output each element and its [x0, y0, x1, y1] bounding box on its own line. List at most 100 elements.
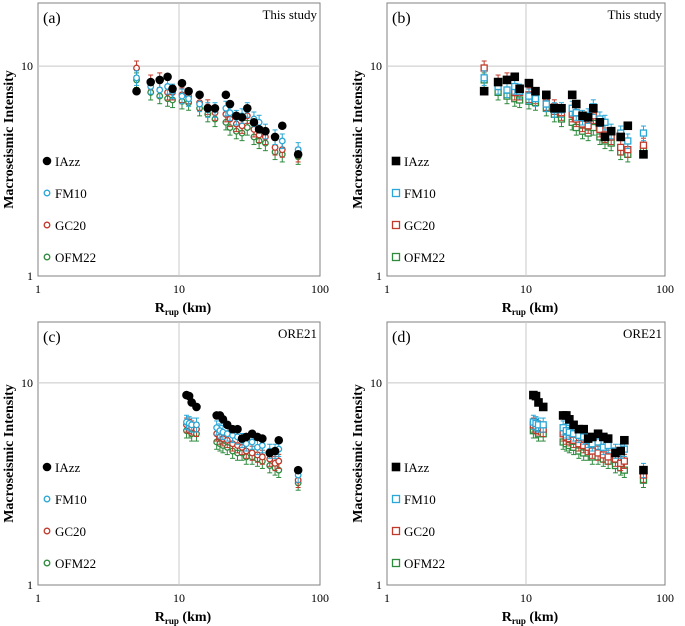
y-tick-label: 10	[21, 376, 33, 390]
y-tick-label: 1	[376, 578, 382, 592]
x-axis-title-main: R	[502, 301, 513, 316]
data-point	[578, 111, 587, 121]
data-point	[569, 420, 578, 430]
data-point	[620, 435, 629, 445]
legend-label: IAzz	[404, 460, 429, 475]
data-point	[539, 421, 547, 429]
panel-label: (a)	[43, 10, 61, 27]
data-point	[557, 103, 566, 113]
x-axis-title-unit: (km)	[526, 610, 559, 625]
data-point	[192, 402, 201, 412]
y-tick-label: 10	[21, 59, 33, 73]
legend-label: GC20	[55, 524, 86, 539]
legend-marker	[391, 526, 401, 536]
legend-label: OFM22	[404, 250, 445, 265]
x-tick-label: 10	[520, 591, 532, 605]
x-axis-title-main: R	[155, 610, 166, 625]
data-point	[196, 100, 204, 108]
data-point	[221, 90, 231, 100]
data-point	[184, 86, 193, 96]
x-axis-title-sub: rup	[165, 307, 179, 317]
data-point	[639, 129, 648, 137]
legend-marker	[43, 527, 51, 535]
data-point	[258, 453, 266, 461]
data-point	[293, 465, 303, 475]
data-point	[604, 441, 612, 450]
legend-label: IAzz	[404, 154, 429, 169]
data-point	[156, 86, 164, 94]
legend-marker	[43, 559, 51, 567]
data-point	[275, 457, 283, 465]
data-point	[617, 143, 625, 152]
chart-panel-a: 1 10 100 1 10 Rrup (km) Macroseismic Intensity…	[2, 2, 329, 317]
data-point	[277, 121, 287, 131]
legend-label: OFM22	[55, 250, 96, 265]
data-point	[502, 75, 512, 85]
data-point	[531, 86, 540, 96]
legend-label: OFM22	[404, 556, 445, 571]
legend-marker	[391, 188, 401, 198]
data-point	[620, 457, 629, 465]
data-point	[594, 438, 602, 446]
legend-marker	[391, 558, 401, 568]
x-axis-title-unit: (km)	[179, 610, 212, 625]
legend: IAzz FM10 GC20 OFM22	[391, 154, 445, 265]
data-point	[574, 424, 584, 434]
data-point	[493, 77, 503, 87]
legend: IAzz FM10 GC20 OFM22	[42, 460, 96, 571]
data-point	[225, 99, 235, 109]
x-axis-title-sub: rup	[165, 616, 179, 626]
data-point	[588, 432, 597, 442]
y-tick-label: 1	[376, 269, 382, 283]
x-tick-label: 10	[173, 591, 185, 605]
data-point	[178, 92, 186, 100]
data-point	[565, 415, 574, 424]
data-point	[503, 86, 511, 94]
data-point	[524, 78, 534, 88]
data-point	[611, 448, 620, 458]
data-point	[155, 75, 165, 85]
data-point	[579, 424, 588, 434]
legend-label: IAzz	[55, 154, 80, 169]
legend-label: OFM22	[55, 556, 96, 571]
x-axis-title: Rrup (km)	[502, 301, 559, 317]
data-point	[270, 446, 280, 456]
x-tick-label: 1	[384, 591, 390, 605]
legend-label: GC20	[55, 218, 86, 233]
chart-panel-c: 1 10 100 1 10 Rrup (km) Macroseismic Intensity…	[2, 321, 329, 626]
data-point	[525, 92, 533, 100]
y-axis-title: Macroseismic Intensity	[351, 384, 366, 523]
x-axis-title-unit: (km)	[526, 301, 559, 316]
chart-panel-d: 1 10 100 1 10 Rrup (km) Macroseismic Intensity…	[351, 321, 674, 626]
data-point	[274, 435, 284, 445]
data-point	[133, 64, 141, 72]
y-tick-label: 10	[370, 376, 382, 390]
series-iazz	[529, 390, 648, 475]
data-point	[261, 126, 270, 136]
legend-marker	[43, 495, 51, 503]
x-tick-label: 10	[520, 282, 532, 296]
data-point	[258, 434, 267, 443]
legend-marker	[391, 462, 401, 472]
x-axis-title: Rrup (km)	[502, 610, 559, 626]
x-axis-title-sub: rup	[512, 307, 526, 317]
data-point	[133, 74, 141, 82]
source-label: This study	[262, 7, 317, 22]
data-point	[210, 103, 220, 113]
x-axis-title: Rrup (km)	[155, 301, 212, 317]
data-point	[534, 398, 543, 407]
data-point	[185, 95, 193, 103]
x-tick-label: 1	[35, 282, 41, 296]
x-tick-label: 1	[384, 282, 390, 296]
data-point	[515, 84, 524, 94]
legend-marker	[391, 220, 401, 230]
data-point	[258, 442, 266, 449]
data-point	[203, 103, 213, 113]
chart-panel-b: 1 10 100 1 10 Rrup (km) Macroseismic Intensity…	[351, 2, 674, 317]
data-point	[233, 424, 242, 434]
legend-marker	[42, 156, 52, 166]
y-tick-label: 1	[27, 269, 33, 283]
x-axis-title-main: R	[155, 301, 166, 316]
legend-marker	[43, 189, 51, 197]
